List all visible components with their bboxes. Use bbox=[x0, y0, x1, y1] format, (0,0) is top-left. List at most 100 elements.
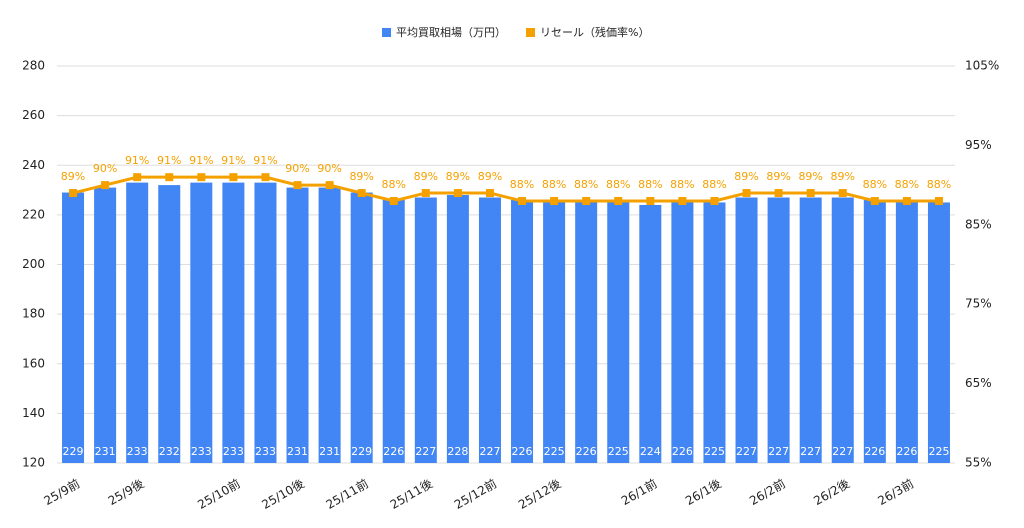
y-tick-label: 200 bbox=[22, 257, 45, 271]
line-value-label: 88% bbox=[702, 178, 726, 191]
line-value-label: 89% bbox=[734, 170, 758, 183]
legend-swatch bbox=[526, 28, 535, 37]
x-tick-label: 25/10前 bbox=[195, 476, 243, 512]
x-tick-label: 25/10後 bbox=[259, 477, 306, 512]
bar bbox=[863, 199, 886, 464]
line-point bbox=[485, 189, 494, 198]
bar bbox=[62, 192, 85, 463]
y-tick-label: 160 bbox=[22, 356, 45, 370]
bar-value-label: 224 bbox=[640, 445, 661, 458]
line-value-label: 89% bbox=[446, 170, 470, 183]
line-value-label: 88% bbox=[863, 178, 887, 191]
bar-value-label: 227 bbox=[768, 445, 789, 458]
bar-value-label: 233 bbox=[255, 445, 276, 458]
line-point bbox=[870, 196, 879, 205]
bar-value-label: 231 bbox=[287, 445, 308, 458]
bar-value-label: 226 bbox=[672, 445, 693, 458]
y-tick-label: 140 bbox=[22, 406, 45, 420]
line-point bbox=[133, 173, 142, 182]
line-value-label: 89% bbox=[831, 170, 855, 183]
bar-value-label: 231 bbox=[319, 445, 340, 458]
y-tick-label: 180 bbox=[22, 307, 45, 321]
y2-tick-label: 95% bbox=[965, 138, 992, 152]
y2-tick-label: 105% bbox=[965, 59, 999, 73]
bar bbox=[446, 195, 469, 463]
x-tick-label: 25/11後 bbox=[388, 477, 435, 512]
line-value-label: 89% bbox=[798, 170, 822, 183]
line-value-label: 91% bbox=[125, 154, 149, 167]
x-tick-label: 26/2前 bbox=[747, 476, 788, 508]
y2-tick-label: 55% bbox=[965, 456, 992, 470]
bar-value-label: 229 bbox=[351, 445, 372, 458]
bar bbox=[190, 182, 213, 463]
bar-value-label: 226 bbox=[576, 445, 597, 458]
legend-label: 平均買取相場（万円） bbox=[396, 26, 506, 39]
line-value-label: 88% bbox=[382, 178, 406, 191]
bar-value-label: 226 bbox=[512, 445, 533, 458]
line-point bbox=[165, 173, 174, 182]
line-value-label: 88% bbox=[510, 178, 534, 191]
bar-value-label: 225 bbox=[704, 445, 725, 458]
bar bbox=[254, 182, 277, 463]
line-point bbox=[678, 196, 687, 205]
bar bbox=[703, 202, 726, 463]
y2-tick-label: 65% bbox=[965, 376, 992, 390]
y2-tick-label: 85% bbox=[965, 217, 992, 231]
line-point bbox=[902, 196, 911, 205]
line-point bbox=[197, 173, 206, 182]
bar-value-label: 226 bbox=[383, 445, 404, 458]
line-value-label: 88% bbox=[927, 178, 951, 191]
line-value-label: 89% bbox=[61, 170, 85, 183]
bar-value-label: 232 bbox=[159, 445, 180, 458]
line-point bbox=[614, 196, 623, 205]
line-point bbox=[774, 189, 783, 198]
line-point bbox=[453, 189, 462, 198]
line-point bbox=[69, 189, 78, 198]
bar-value-label: 231 bbox=[95, 445, 116, 458]
bar-value-label: 225 bbox=[544, 445, 565, 458]
bar-value-label: 229 bbox=[63, 445, 84, 458]
line-point bbox=[838, 189, 847, 198]
line-value-label: 88% bbox=[606, 178, 630, 191]
y-tick-label: 240 bbox=[22, 158, 45, 172]
line-value-label: 89% bbox=[414, 170, 438, 183]
bar-value-label: 233 bbox=[191, 445, 212, 458]
bar-value-label: 228 bbox=[447, 445, 468, 458]
bar-value-label: 226 bbox=[896, 445, 917, 458]
y-tick-label: 220 bbox=[22, 207, 45, 221]
line-value-label: 88% bbox=[542, 178, 566, 191]
bar-value-label: 233 bbox=[127, 445, 148, 458]
line bbox=[72, 175, 939, 203]
y2-tick-label: 75% bbox=[965, 297, 992, 311]
line-value-label: 89% bbox=[349, 170, 373, 183]
bar bbox=[767, 197, 790, 463]
line-point bbox=[550, 196, 559, 205]
bar bbox=[158, 185, 181, 463]
line-value-label: 90% bbox=[317, 162, 341, 175]
x-tick-label: 25/11前 bbox=[323, 476, 371, 512]
bar bbox=[350, 192, 373, 463]
bar bbox=[318, 187, 341, 464]
bar-value-label: 227 bbox=[832, 445, 853, 458]
line-point bbox=[710, 196, 719, 205]
bar-value-label: 225 bbox=[928, 445, 949, 458]
line-value-label: 91% bbox=[189, 154, 213, 167]
line-point bbox=[421, 189, 430, 198]
bar bbox=[575, 199, 598, 464]
line-point bbox=[646, 196, 655, 205]
line-point bbox=[325, 181, 334, 190]
x-tick-label: 25/12後 bbox=[516, 477, 563, 512]
x-tick-label: 26/2後 bbox=[811, 477, 852, 509]
bar bbox=[735, 197, 758, 463]
bar bbox=[895, 199, 918, 464]
line-value-label: 88% bbox=[638, 178, 662, 191]
line-point bbox=[518, 196, 527, 205]
bar bbox=[126, 182, 149, 463]
line-value-label: 91% bbox=[157, 154, 181, 167]
line-point bbox=[934, 196, 943, 205]
bar bbox=[831, 197, 854, 463]
line-point bbox=[229, 173, 238, 182]
bar-value-label: 227 bbox=[800, 445, 821, 458]
bar-value-label: 225 bbox=[608, 445, 629, 458]
